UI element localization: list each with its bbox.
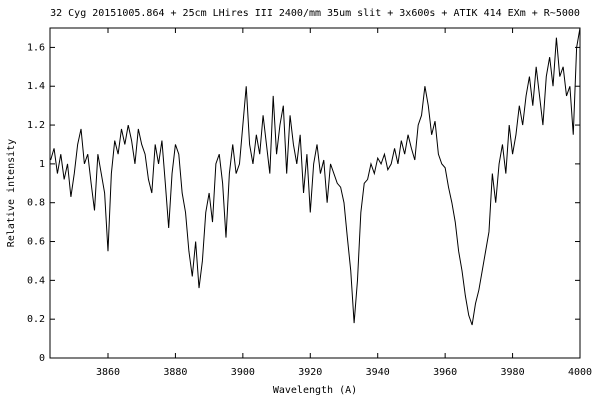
y-axis-label: Relative intensity [6,139,17,247]
x-tick-label: 3980 [501,367,525,378]
x-tick-label: 3960 [433,367,457,378]
y-tick-label: 1 [39,159,45,170]
plot-frame [49,27,581,359]
y-tick-label: 0.4 [27,275,45,286]
y-tick-label: 0.2 [27,314,45,325]
y-tick-label: 1.6 [27,42,45,53]
y-tick-label: 1.2 [27,120,45,131]
x-tick-label: 3860 [96,367,120,378]
y-tick-label: 0.6 [27,237,45,248]
y-tick-label: 1.4 [27,81,45,92]
x-tick-label: 3880 [163,367,187,378]
x-tick-label: 3920 [298,367,322,378]
chart-title: 32 Cyg 20151005.864 + 25cm LHires III 24… [50,8,580,19]
x-tick-label: 3940 [366,367,390,378]
x-tick-label: 4000 [568,367,592,378]
y-tick-label: 0.8 [27,198,45,209]
x-axis-label: Wavelength (A) [273,385,357,396]
spectrum-line [50,27,581,326]
x-tick-label: 3900 [231,367,255,378]
y-tick-label: 0 [39,353,45,364]
